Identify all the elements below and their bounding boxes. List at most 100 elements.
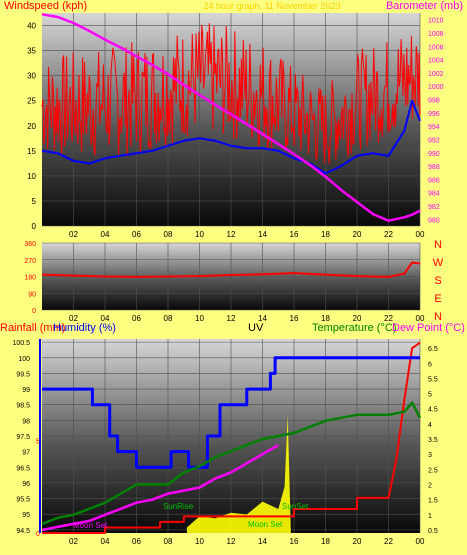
direction-tick-label: 0 <box>32 308 36 315</box>
x-tick-label: 12 <box>227 230 236 239</box>
uv-axis-label: UV <box>248 322 264 334</box>
barometer-tick-label: 1000 <box>428 84 444 91</box>
x-tick-label: 00 <box>416 230 425 239</box>
x-tick-label: 14 <box>258 230 267 239</box>
sunrise-label: SunRise <box>163 502 194 511</box>
barometer-tick-label: 984 <box>428 191 440 198</box>
barometer-tick-label: 988 <box>428 164 440 171</box>
temperature-axis-label: Temperature (°C) <box>312 322 396 334</box>
humidity-axis-label: Humidity (%) <box>53 322 116 334</box>
rainfall-line <box>42 341 421 534</box>
x-tick-label: 00 <box>416 537 425 546</box>
x-tick-label: 18 <box>321 537 330 546</box>
barometer-tick-label: 980 <box>428 217 440 224</box>
x-tick-label: 04 <box>101 230 110 239</box>
x-tick-label: 08 <box>164 230 173 239</box>
wind-average-line <box>41 99 421 175</box>
x-tick-label: 08 <box>164 314 173 323</box>
humidity-tick-label: 97.5 <box>16 434 30 441</box>
x-tick-label: 22 <box>384 230 393 239</box>
humidity-tick-label: 96.5 <box>16 465 30 472</box>
temperature-tick-label: 4.5 <box>428 407 438 414</box>
barometer-tick-label: 998 <box>428 98 440 105</box>
barometer-tick-label: 992 <box>428 137 440 144</box>
windspeed-tick-label: 30 <box>27 72 36 81</box>
barometer-tick-label: 1008 <box>428 31 444 38</box>
windspeed-axis-label: Windspeed (kph) <box>4 0 87 12</box>
graph-title: 24 hour graph, 11 November 2023 <box>204 1 341 11</box>
windspeed-tick-label: 40 <box>27 22 36 31</box>
temperature-line <box>41 401 422 526</box>
windspeed-tick-label: 15 <box>27 147 36 156</box>
barometer-axis-label: Barometer (mb) <box>386 0 463 12</box>
x-tick-label: 12 <box>227 314 236 323</box>
x-tick-label: 00 <box>416 314 425 323</box>
direction-tick-label: 90 <box>28 291 36 298</box>
rainfall-axis-label: Rainfall (mm) <box>0 322 65 334</box>
humidity-tick-label: 94.5 <box>16 528 30 535</box>
barometer-tick-label: 996 <box>428 111 440 118</box>
windspeed-gust-line <box>41 23 421 165</box>
windspeed-tick-label: 20 <box>27 122 36 131</box>
windspeed-tick-label: 0 <box>32 222 37 231</box>
humidity-tick-label: 99 <box>22 387 30 394</box>
uv-area <box>186 414 291 533</box>
windspeed-tick-label: 25 <box>27 97 36 106</box>
moon-set-label-2: Moon Set <box>248 520 283 529</box>
barometer-line <box>41 13 421 222</box>
barometer-tick-label: 1010 <box>428 18 444 25</box>
temperature-tick-label: 4 <box>428 422 432 429</box>
x-tick-label: 04 <box>101 537 110 546</box>
barometer-tick-label: 1002 <box>428 71 444 78</box>
humidity-tick-label: 97 <box>22 450 30 457</box>
windspeed-tick-label: 10 <box>27 172 36 181</box>
x-tick-label: 02 <box>69 230 78 239</box>
x-tick-label: 20 <box>353 230 362 239</box>
x-tick-label: 16 <box>290 314 299 323</box>
humidity-tick-label: 95 <box>22 512 30 519</box>
x-tick-label: 02 <box>69 537 78 546</box>
wind-dir-letter-n: N <box>434 239 442 251</box>
humidity-tick-label: 100.5 <box>12 340 30 347</box>
wind-dir-letter-e: E <box>434 293 441 305</box>
humidity-tick-label: 99.5 <box>16 371 30 378</box>
x-tick-label: 22 <box>384 537 393 546</box>
rain-tick-label: 0 <box>36 531 40 538</box>
x-tick-label: 18 <box>321 230 330 239</box>
x-tick-label: 20 <box>353 537 362 546</box>
x-tick-label: 02 <box>69 314 78 323</box>
dew-point-line <box>41 444 279 532</box>
temperature-tick-label: 0.5 <box>428 528 438 535</box>
wind-direction-line <box>41 261 421 278</box>
x-tick-label: 06 <box>132 230 141 239</box>
x-tick-label: 10 <box>195 230 204 239</box>
dew-point-axis-label: Dew Point (°C) <box>392 322 465 334</box>
humidity-tick-label: 96 <box>22 481 30 488</box>
x-tick-label: 12 <box>227 537 236 546</box>
x-tick-label: 08 <box>164 537 173 546</box>
barometer-tick-label: 994 <box>428 124 440 131</box>
humidity-tick-label: 100 <box>18 356 30 363</box>
temperature-tick-label: 1 <box>428 513 432 520</box>
wind-dir-letter-s: S <box>434 275 441 287</box>
direction-tick-label: 360 <box>24 241 36 248</box>
x-tick-label: 22 <box>384 314 393 323</box>
windspeed-tick-label: 5 <box>32 197 37 206</box>
rain-tick-label: 5 <box>36 439 40 446</box>
temperature-tick-label: 2 <box>428 483 432 490</box>
humidity-tick-label: 95.5 <box>16 497 30 504</box>
temperature-tick-label: 5 <box>428 392 432 399</box>
temperature-tick-label: 1.5 <box>428 498 438 505</box>
x-tick-label: 04 <box>101 314 110 323</box>
x-tick-label: 06 <box>132 537 141 546</box>
wind-dir-letter-w: W <box>433 257 444 269</box>
temperature-tick-label: 5.5 <box>428 376 438 383</box>
barometer-tick-label: 1006 <box>428 44 444 51</box>
barometer-tick-label: 982 <box>428 204 440 211</box>
humidity-tick-label: 98 <box>22 418 30 425</box>
temperature-tick-label: 3 <box>428 452 432 459</box>
x-tick-label: 10 <box>195 314 204 323</box>
wind-dir-letter-n2: N <box>434 311 442 323</box>
direction-tick-label: 180 <box>24 275 36 282</box>
